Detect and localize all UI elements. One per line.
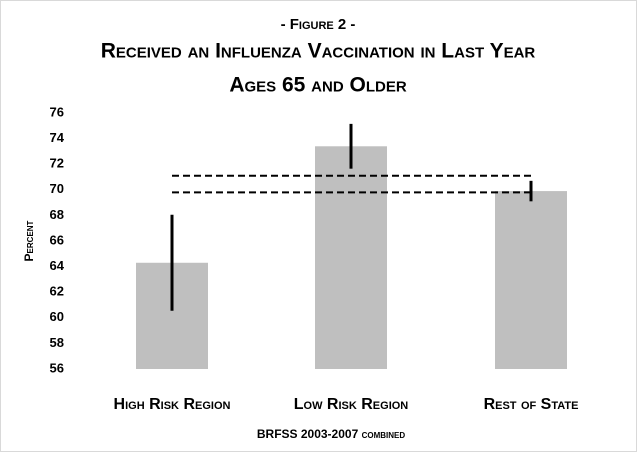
x-tick-label: Low Risk Region [294,396,409,413]
y-tick-label: 62 [50,284,64,299]
y-tick-label: 70 [50,181,64,196]
chart-subtitle: Ages 65 and Older [229,74,407,97]
x-tick-label: Rest of State [484,396,579,413]
bar [315,146,387,369]
y-tick-label: 76 [50,104,64,119]
x-tick-label: High Risk Region [114,396,231,413]
x-axis-label: BRFSS 2003-2007 combined [257,427,406,441]
y-tick-label: 56 [50,360,64,375]
y-tick-label: 74 [50,130,65,145]
y-axis-label: Percent [22,220,36,261]
y-tick-label: 58 [50,335,64,350]
y-tick-label: 68 [50,207,64,222]
figure-label: - Figure 2 - [281,16,356,33]
y-tick-label: 66 [50,232,64,247]
y-tick-label: 60 [50,309,64,324]
y-tick-label: 64 [50,258,65,273]
y-tick-label: 72 [50,156,64,171]
chart-title: Received an Influenza Vaccination in Las… [101,40,536,63]
bar [495,191,567,369]
